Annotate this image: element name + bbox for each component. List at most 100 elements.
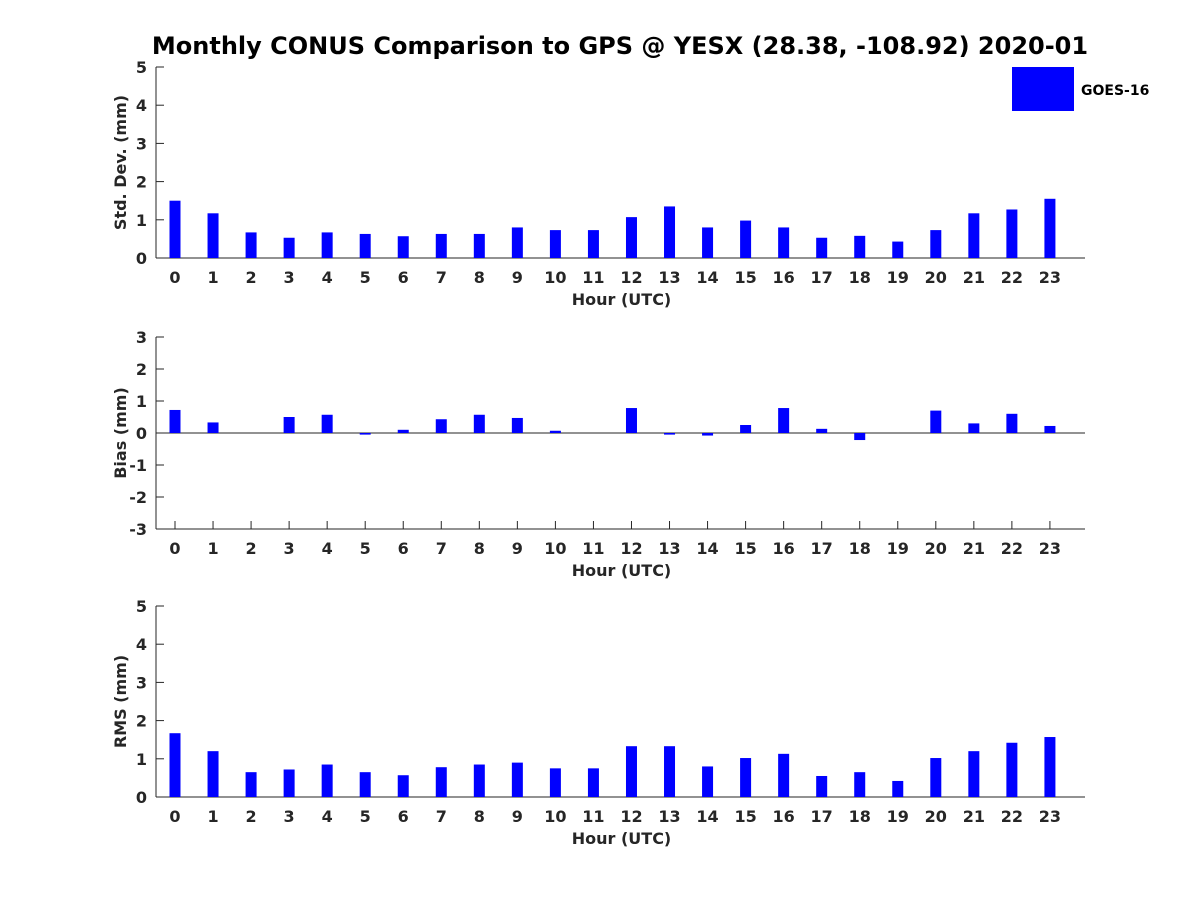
bar-hour-21 bbox=[968, 213, 980, 258]
y-tick-label: 3 bbox=[136, 328, 147, 347]
bar-hour-4 bbox=[321, 764, 333, 797]
x-tick-label: 23 bbox=[1039, 539, 1061, 558]
y-tick-label: 2 bbox=[136, 712, 147, 731]
y-tick-label: -2 bbox=[129, 488, 147, 507]
bar-hour-22 bbox=[1006, 209, 1018, 258]
x-tick-label: 5 bbox=[360, 539, 371, 558]
bar-hour-7 bbox=[435, 767, 447, 797]
x-tick-label: 6 bbox=[398, 807, 409, 826]
x-tick-label: 4 bbox=[322, 539, 333, 558]
x-tick-label: 12 bbox=[620, 539, 642, 558]
bar-hour-16 bbox=[778, 408, 790, 433]
x-tick-label: 5 bbox=[360, 268, 371, 287]
x-tick-label: 13 bbox=[658, 539, 680, 558]
legend: GOES-16 bbox=[1012, 67, 1149, 111]
x-tick-label: 14 bbox=[696, 268, 718, 287]
x-tick-label: 9 bbox=[512, 268, 523, 287]
bar-hour-12 bbox=[625, 746, 637, 797]
bar-hour-19 bbox=[892, 780, 904, 797]
bar-hour-6 bbox=[397, 429, 409, 433]
x-tick-label: 0 bbox=[169, 268, 180, 287]
bar-hour-23 bbox=[1044, 737, 1056, 797]
y-tick-label: 1 bbox=[136, 211, 147, 230]
bar-hour-15 bbox=[740, 425, 752, 433]
x-tick-label: 3 bbox=[284, 268, 295, 287]
x-tick-label: 0 bbox=[169, 539, 180, 558]
x-tick-label: 2 bbox=[246, 807, 257, 826]
bar-hour-6 bbox=[397, 775, 409, 797]
bar-hour-20 bbox=[930, 410, 942, 433]
bar-hour-20 bbox=[930, 230, 942, 258]
bar-hour-0 bbox=[169, 409, 181, 433]
bar-hour-4 bbox=[321, 232, 333, 258]
x-tick-label: 8 bbox=[474, 807, 485, 826]
y-tick-label: 1 bbox=[136, 392, 147, 411]
x-tick-label: 12 bbox=[620, 807, 642, 826]
x-tick-label: 4 bbox=[322, 268, 333, 287]
x-tick-label: 7 bbox=[436, 268, 447, 287]
bar-hour-6 bbox=[397, 236, 409, 258]
y-tick-label: 4 bbox=[136, 635, 147, 654]
bar-hour-12 bbox=[625, 408, 637, 433]
bar-hour-10 bbox=[549, 230, 561, 258]
y-tick-label: 2 bbox=[136, 360, 147, 379]
x-tick-label: 14 bbox=[696, 539, 718, 558]
y-tick-label: 5 bbox=[136, 597, 147, 616]
bar-hour-23 bbox=[1044, 198, 1056, 258]
bar-hour-12 bbox=[625, 217, 637, 258]
y-tick-label: 1 bbox=[136, 750, 147, 769]
x-tick-label: 21 bbox=[963, 539, 985, 558]
x-tick-label: 10 bbox=[544, 807, 566, 826]
x-tick-label: 1 bbox=[207, 807, 218, 826]
y-axis-label: Std. Dev. (mm) bbox=[111, 95, 130, 230]
x-tick-label: 16 bbox=[773, 268, 795, 287]
bar-hour-0 bbox=[169, 200, 181, 258]
x-tick-label: 18 bbox=[849, 807, 871, 826]
bar-hour-13 bbox=[664, 433, 676, 435]
x-tick-label: 22 bbox=[1001, 807, 1023, 826]
x-tick-label: 7 bbox=[436, 807, 447, 826]
y-axis-label: RMS (mm) bbox=[111, 655, 130, 748]
bar-hour-19 bbox=[892, 241, 904, 258]
y-tick-label: 5 bbox=[136, 58, 147, 77]
y-tick-label: 4 bbox=[136, 96, 147, 115]
bar-hour-1 bbox=[207, 422, 219, 433]
bar-hour-20 bbox=[930, 758, 942, 797]
bar-hour-18 bbox=[854, 772, 866, 797]
x-tick-label: 20 bbox=[925, 807, 947, 826]
bar-hour-9 bbox=[511, 762, 523, 797]
x-tick-label: 23 bbox=[1039, 268, 1061, 287]
x-tick-label: 18 bbox=[849, 539, 871, 558]
x-tick-label: 19 bbox=[887, 268, 909, 287]
x-tick-label: 22 bbox=[1001, 539, 1023, 558]
bar-hour-10 bbox=[549, 430, 561, 433]
bar-hour-8 bbox=[473, 764, 485, 797]
bar-hour-8 bbox=[473, 233, 485, 258]
bar-hour-9 bbox=[511, 227, 523, 258]
x-tick-label: 18 bbox=[849, 268, 871, 287]
bar-hour-18 bbox=[854, 235, 866, 258]
bar-hour-3 bbox=[283, 769, 295, 797]
bar-hour-13 bbox=[664, 206, 676, 258]
x-tick-label: 12 bbox=[620, 268, 642, 287]
x-tick-label: 13 bbox=[658, 268, 680, 287]
y-tick-label: 3 bbox=[136, 134, 147, 153]
x-tick-label: 10 bbox=[544, 539, 566, 558]
x-tick-label: 1 bbox=[207, 539, 218, 558]
bar-hour-16 bbox=[778, 753, 790, 797]
y-tick-label: 0 bbox=[136, 249, 147, 268]
bar-hour-14 bbox=[702, 227, 714, 258]
x-tick-label: 15 bbox=[734, 539, 756, 558]
bar-hour-17 bbox=[816, 775, 828, 797]
bar-hour-21 bbox=[968, 423, 980, 433]
y-tick-label: 3 bbox=[136, 673, 147, 692]
legend-swatch-goes16 bbox=[1012, 67, 1074, 111]
x-tick-label: 20 bbox=[925, 268, 947, 287]
y-tick-label: -1 bbox=[129, 456, 147, 475]
x-tick-label: 19 bbox=[887, 539, 909, 558]
legend-label-goes16: GOES-16 bbox=[1081, 83, 1149, 99]
x-tick-label: 15 bbox=[734, 268, 756, 287]
bar-hour-2 bbox=[245, 232, 257, 258]
